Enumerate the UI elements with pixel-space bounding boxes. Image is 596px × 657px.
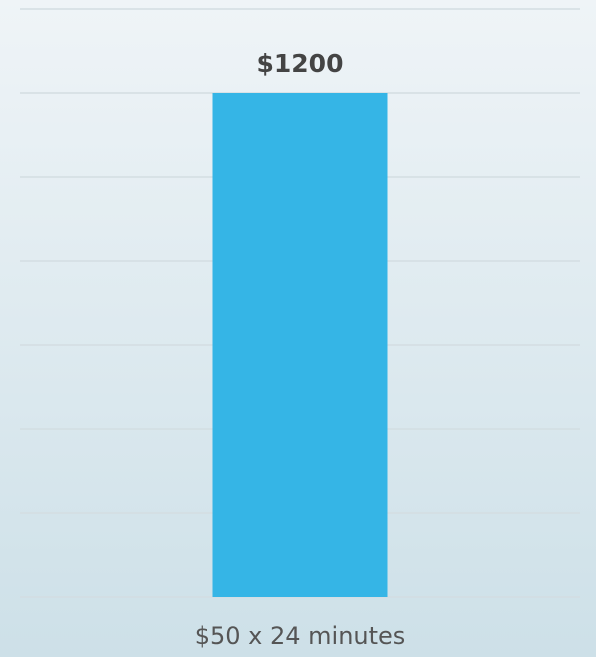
x-tick-label: $50 x 24 minutes [195,622,406,650]
value-label: $1200 [257,49,344,78]
bar [212,93,388,597]
